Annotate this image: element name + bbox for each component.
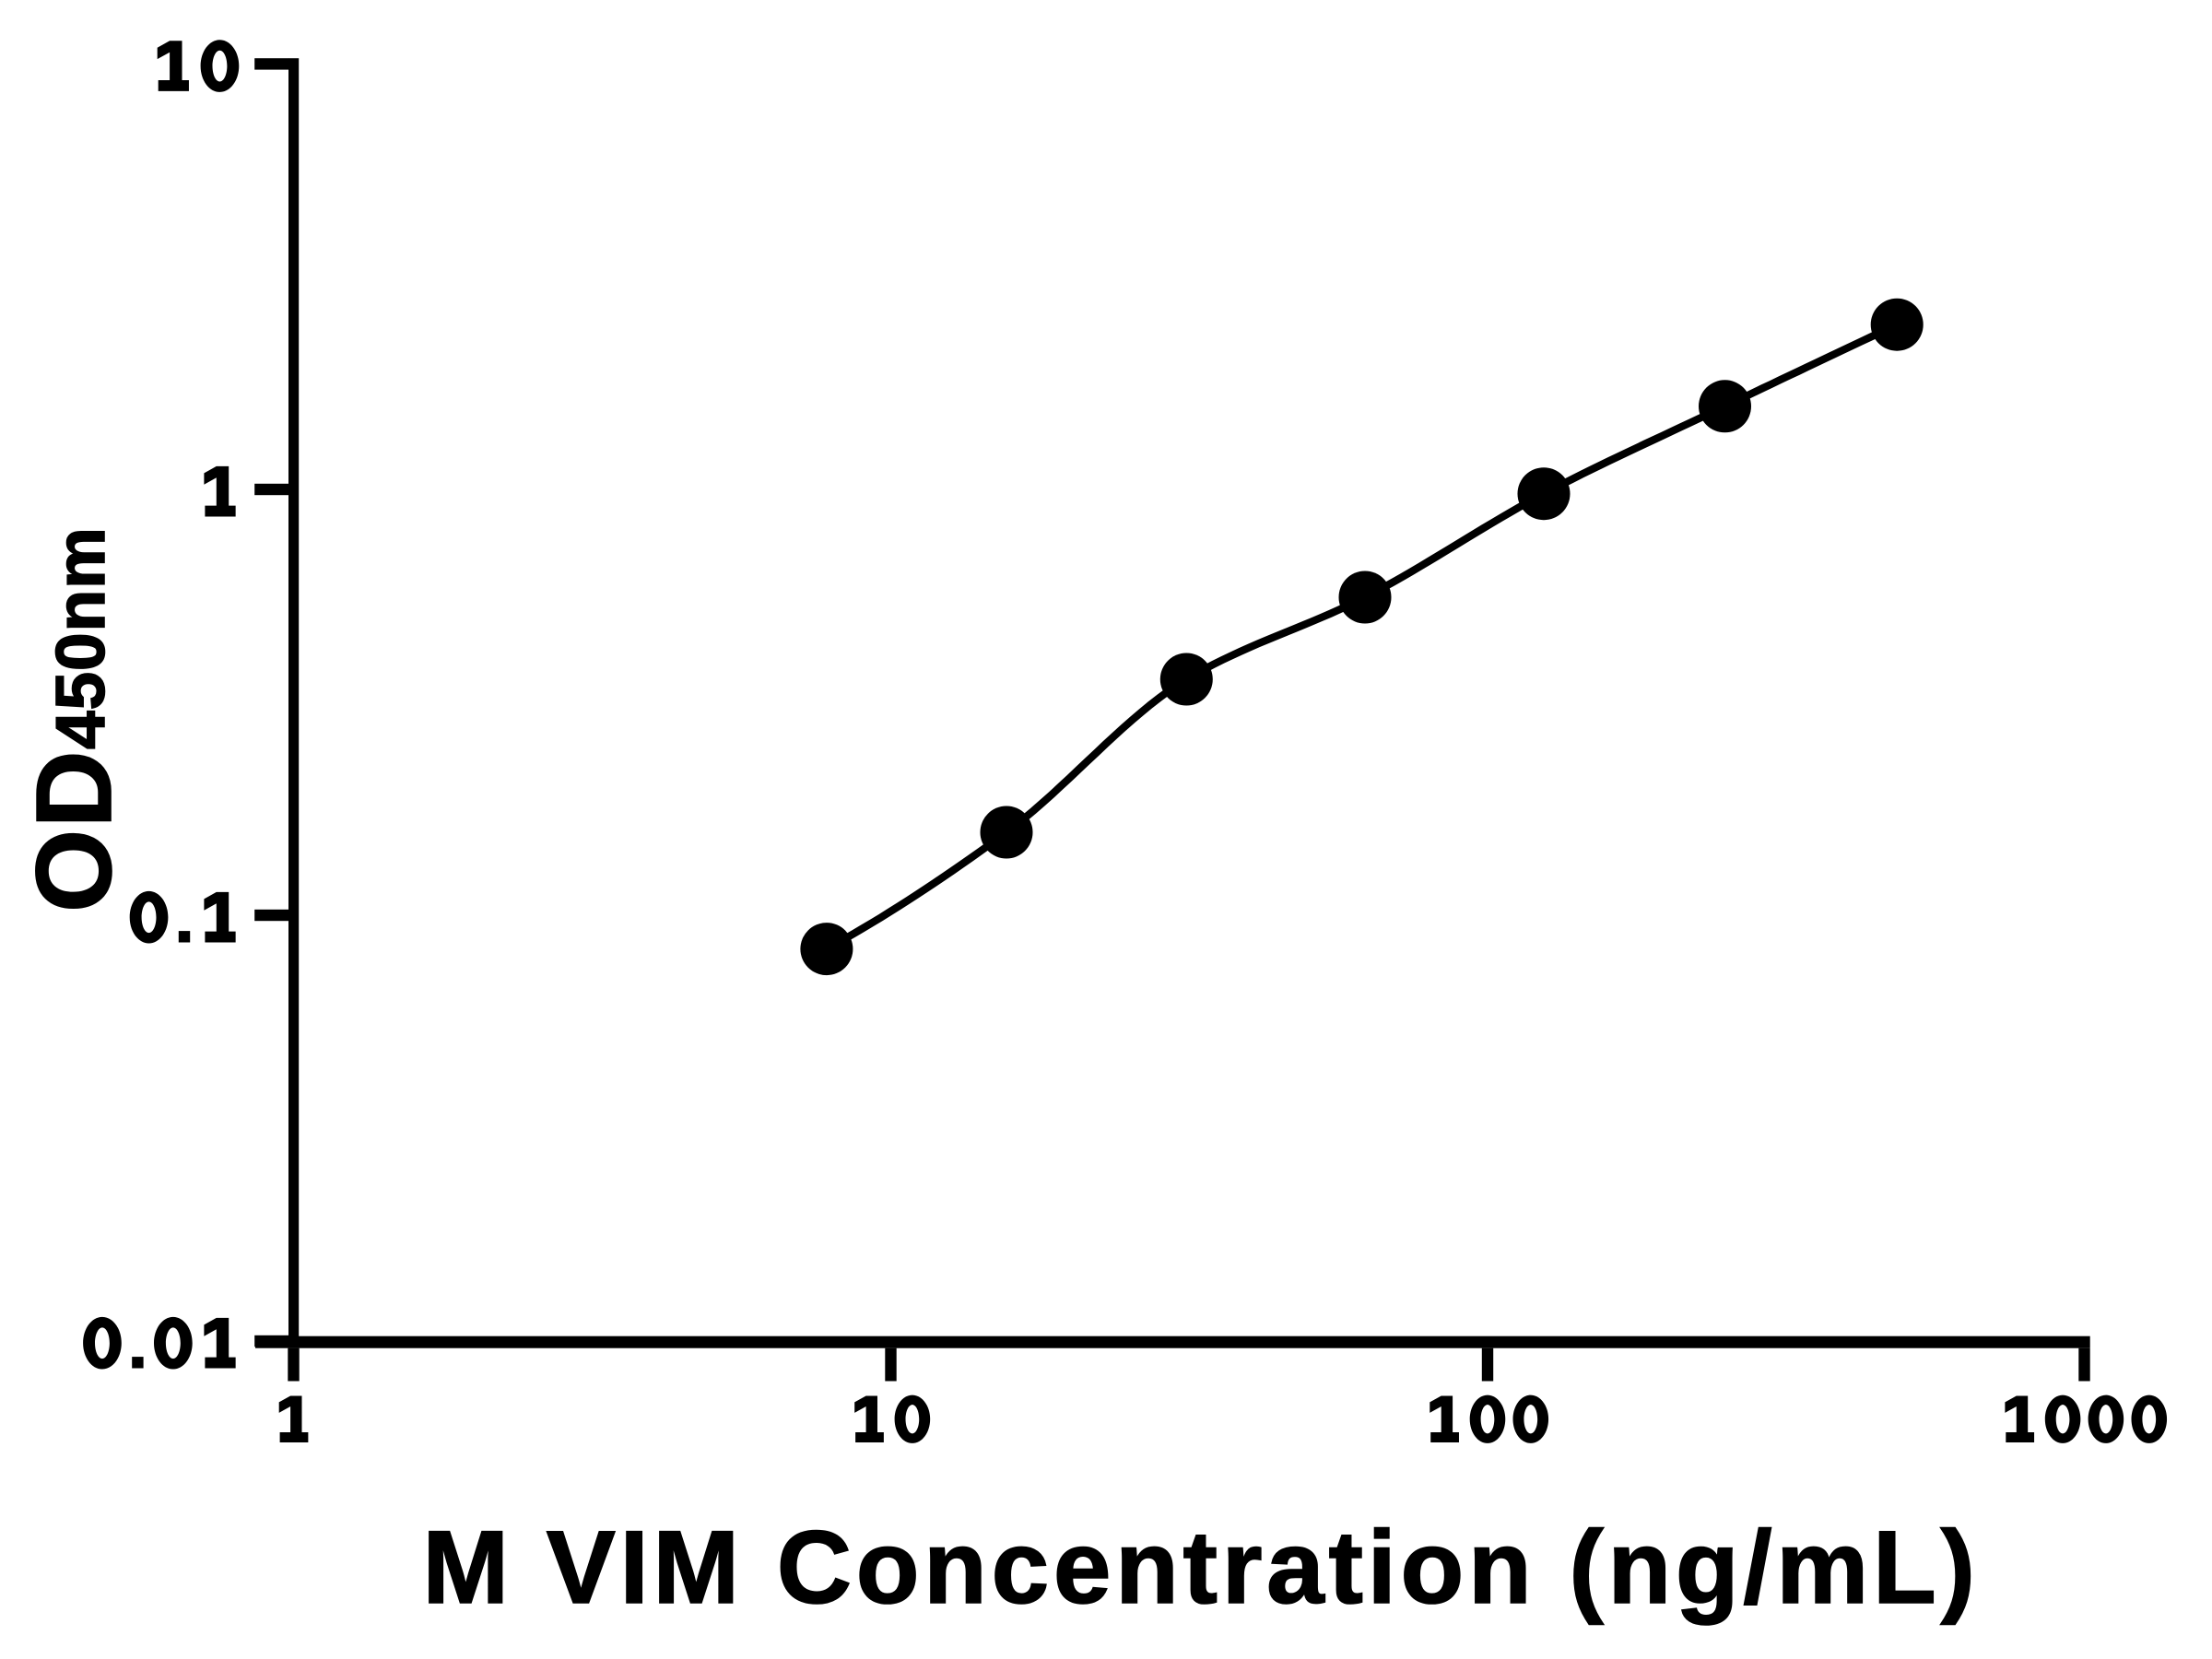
svg-text:OD450nm: OD450nm	[14, 526, 134, 912]
svg-text:M VIM Concentration (ng/mL): M VIM Concentration (ng/mL)	[422, 1509, 1979, 1625]
